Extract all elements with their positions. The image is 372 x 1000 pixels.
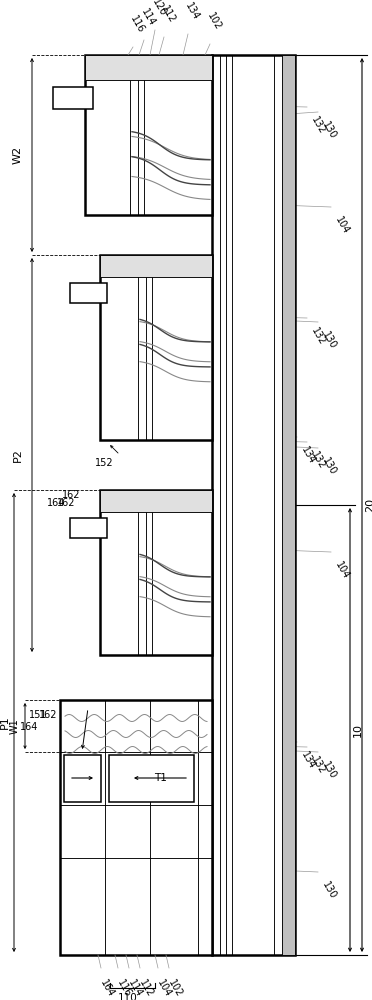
Text: 134: 134 — [183, 1, 201, 22]
Bar — [70, 283, 107, 303]
Text: 104: 104 — [155, 978, 173, 999]
Text: 104: 104 — [333, 560, 351, 581]
Text: 164: 164 — [98, 978, 116, 999]
Text: 130: 130 — [320, 330, 338, 351]
Text: 132: 132 — [309, 326, 327, 347]
Text: 162: 162 — [61, 490, 80, 500]
Text: W1: W1 — [10, 718, 20, 734]
Text: 162: 162 — [38, 710, 57, 720]
Text: 114: 114 — [126, 978, 144, 999]
Text: 102: 102 — [205, 11, 223, 32]
Text: P2: P2 — [13, 448, 23, 462]
Bar — [100, 255, 212, 277]
Text: 112: 112 — [137, 978, 155, 999]
Text: 10: 10 — [353, 723, 363, 737]
Text: 134: 134 — [299, 445, 317, 466]
Text: W2: W2 — [13, 146, 23, 164]
Text: 104: 104 — [333, 215, 351, 236]
Text: 116: 116 — [115, 978, 133, 999]
Text: 152: 152 — [95, 458, 113, 468]
Text: 20: 20 — [365, 498, 372, 512]
Bar — [64, 755, 101, 802]
Text: 130: 130 — [320, 880, 338, 901]
Text: 132: 132 — [309, 755, 327, 776]
Text: 134: 134 — [299, 750, 317, 771]
Text: 132: 132 — [309, 450, 327, 471]
Text: 112: 112 — [159, 4, 177, 25]
Text: 132: 132 — [309, 115, 327, 136]
Text: 114: 114 — [139, 7, 157, 28]
Text: P1: P1 — [0, 716, 10, 729]
Bar — [53, 87, 93, 109]
Text: 164: 164 — [46, 498, 65, 508]
Text: 151: 151 — [29, 710, 47, 720]
Text: 120: 120 — [150, 0, 168, 18]
Text: 162: 162 — [57, 498, 75, 508]
Text: 110: 110 — [118, 993, 138, 1000]
Text: 164: 164 — [20, 722, 38, 732]
Bar — [85, 55, 212, 215]
Text: 102: 102 — [166, 978, 184, 999]
Bar — [212, 55, 295, 955]
Bar — [70, 518, 107, 538]
Bar — [100, 490, 212, 512]
Bar — [100, 490, 212, 655]
Bar — [100, 255, 212, 440]
Text: T1: T1 — [154, 773, 166, 783]
Bar — [282, 55, 295, 955]
Text: 116: 116 — [128, 14, 146, 35]
Text: 130: 130 — [320, 456, 338, 477]
Text: 130: 130 — [320, 120, 338, 141]
Bar — [85, 55, 212, 80]
Text: 130: 130 — [320, 760, 338, 781]
Bar — [60, 700, 212, 955]
Bar — [109, 755, 194, 802]
